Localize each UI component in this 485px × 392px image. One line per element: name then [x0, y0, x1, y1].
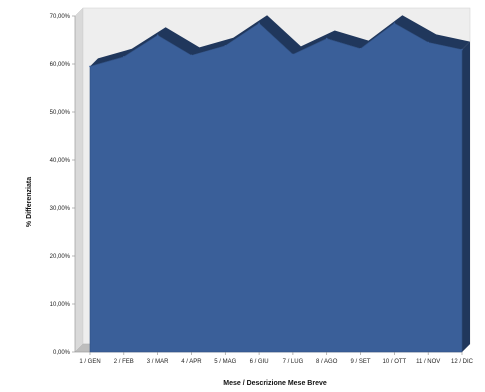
y-axis-title: % Differenziata	[26, 177, 33, 227]
y-tick-label: 60,00%	[50, 62, 71, 68]
x-tick-label: 7 / LUG	[283, 359, 304, 365]
y-axis-ticks: 0,00% 10,00% 20,00% 30,00% 40,00% 50,00% 60,00…	[50, 14, 75, 356]
y-tick-label: 40,00%	[50, 158, 71, 164]
y-tick-label: 70,00%	[50, 14, 71, 20]
x-tick-label: 1 / GEN	[79, 359, 100, 365]
data-point	[393, 22, 396, 25]
x-axis-ticks: 1 / GEN 2 / FEB 3 / MAR 4 / APR 5 / MAG 6 / G…	[79, 352, 474, 365]
data-point	[427, 41, 429, 44]
x-tick-label: 6 / GIU	[250, 359, 269, 365]
data-point	[258, 22, 260, 25]
area-front-face	[89, 22, 463, 353]
x-tick-label: 8 / AGO	[316, 359, 338, 365]
data-point	[224, 44, 227, 47]
x-tick-label: 9 / SET	[351, 359, 371, 365]
data-point	[190, 54, 193, 57]
data-point	[156, 34, 159, 36]
x-tick-label: 3 / MAR	[147, 359, 169, 365]
x-tick-label: 5 / MAG	[214, 359, 236, 365]
x-tick-label: 4 / APR	[181, 359, 202, 365]
data-point	[461, 48, 463, 51]
x-tick-label: 11 / NOV	[416, 359, 440, 365]
y-tick-label: 20,00%	[50, 254, 71, 260]
data-point	[325, 37, 328, 40]
x-tick-label: 2 / FEB	[114, 359, 134, 365]
y-tick-label: 30,00%	[50, 206, 71, 212]
data-area	[89, 15, 470, 353]
data-point	[359, 47, 362, 50]
data-point	[292, 53, 294, 56]
area-top-surface	[90, 15, 470, 67]
data-point	[123, 56, 125, 58]
x-tick-label: 10 / OTT	[383, 359, 407, 365]
plot-side-wall	[74, 7, 84, 353]
y-tick-label: 10,00%	[50, 302, 71, 308]
y-tick-label: 50,00%	[50, 110, 71, 116]
x-tick-label: 12 / DIC	[451, 359, 474, 365]
data-point	[89, 65, 91, 68]
area-side-face	[462, 41, 470, 352]
x-axis-title: Mese / Descrizione Mese Breve	[223, 380, 327, 387]
y-tick-label: 0,00%	[53, 350, 71, 356]
